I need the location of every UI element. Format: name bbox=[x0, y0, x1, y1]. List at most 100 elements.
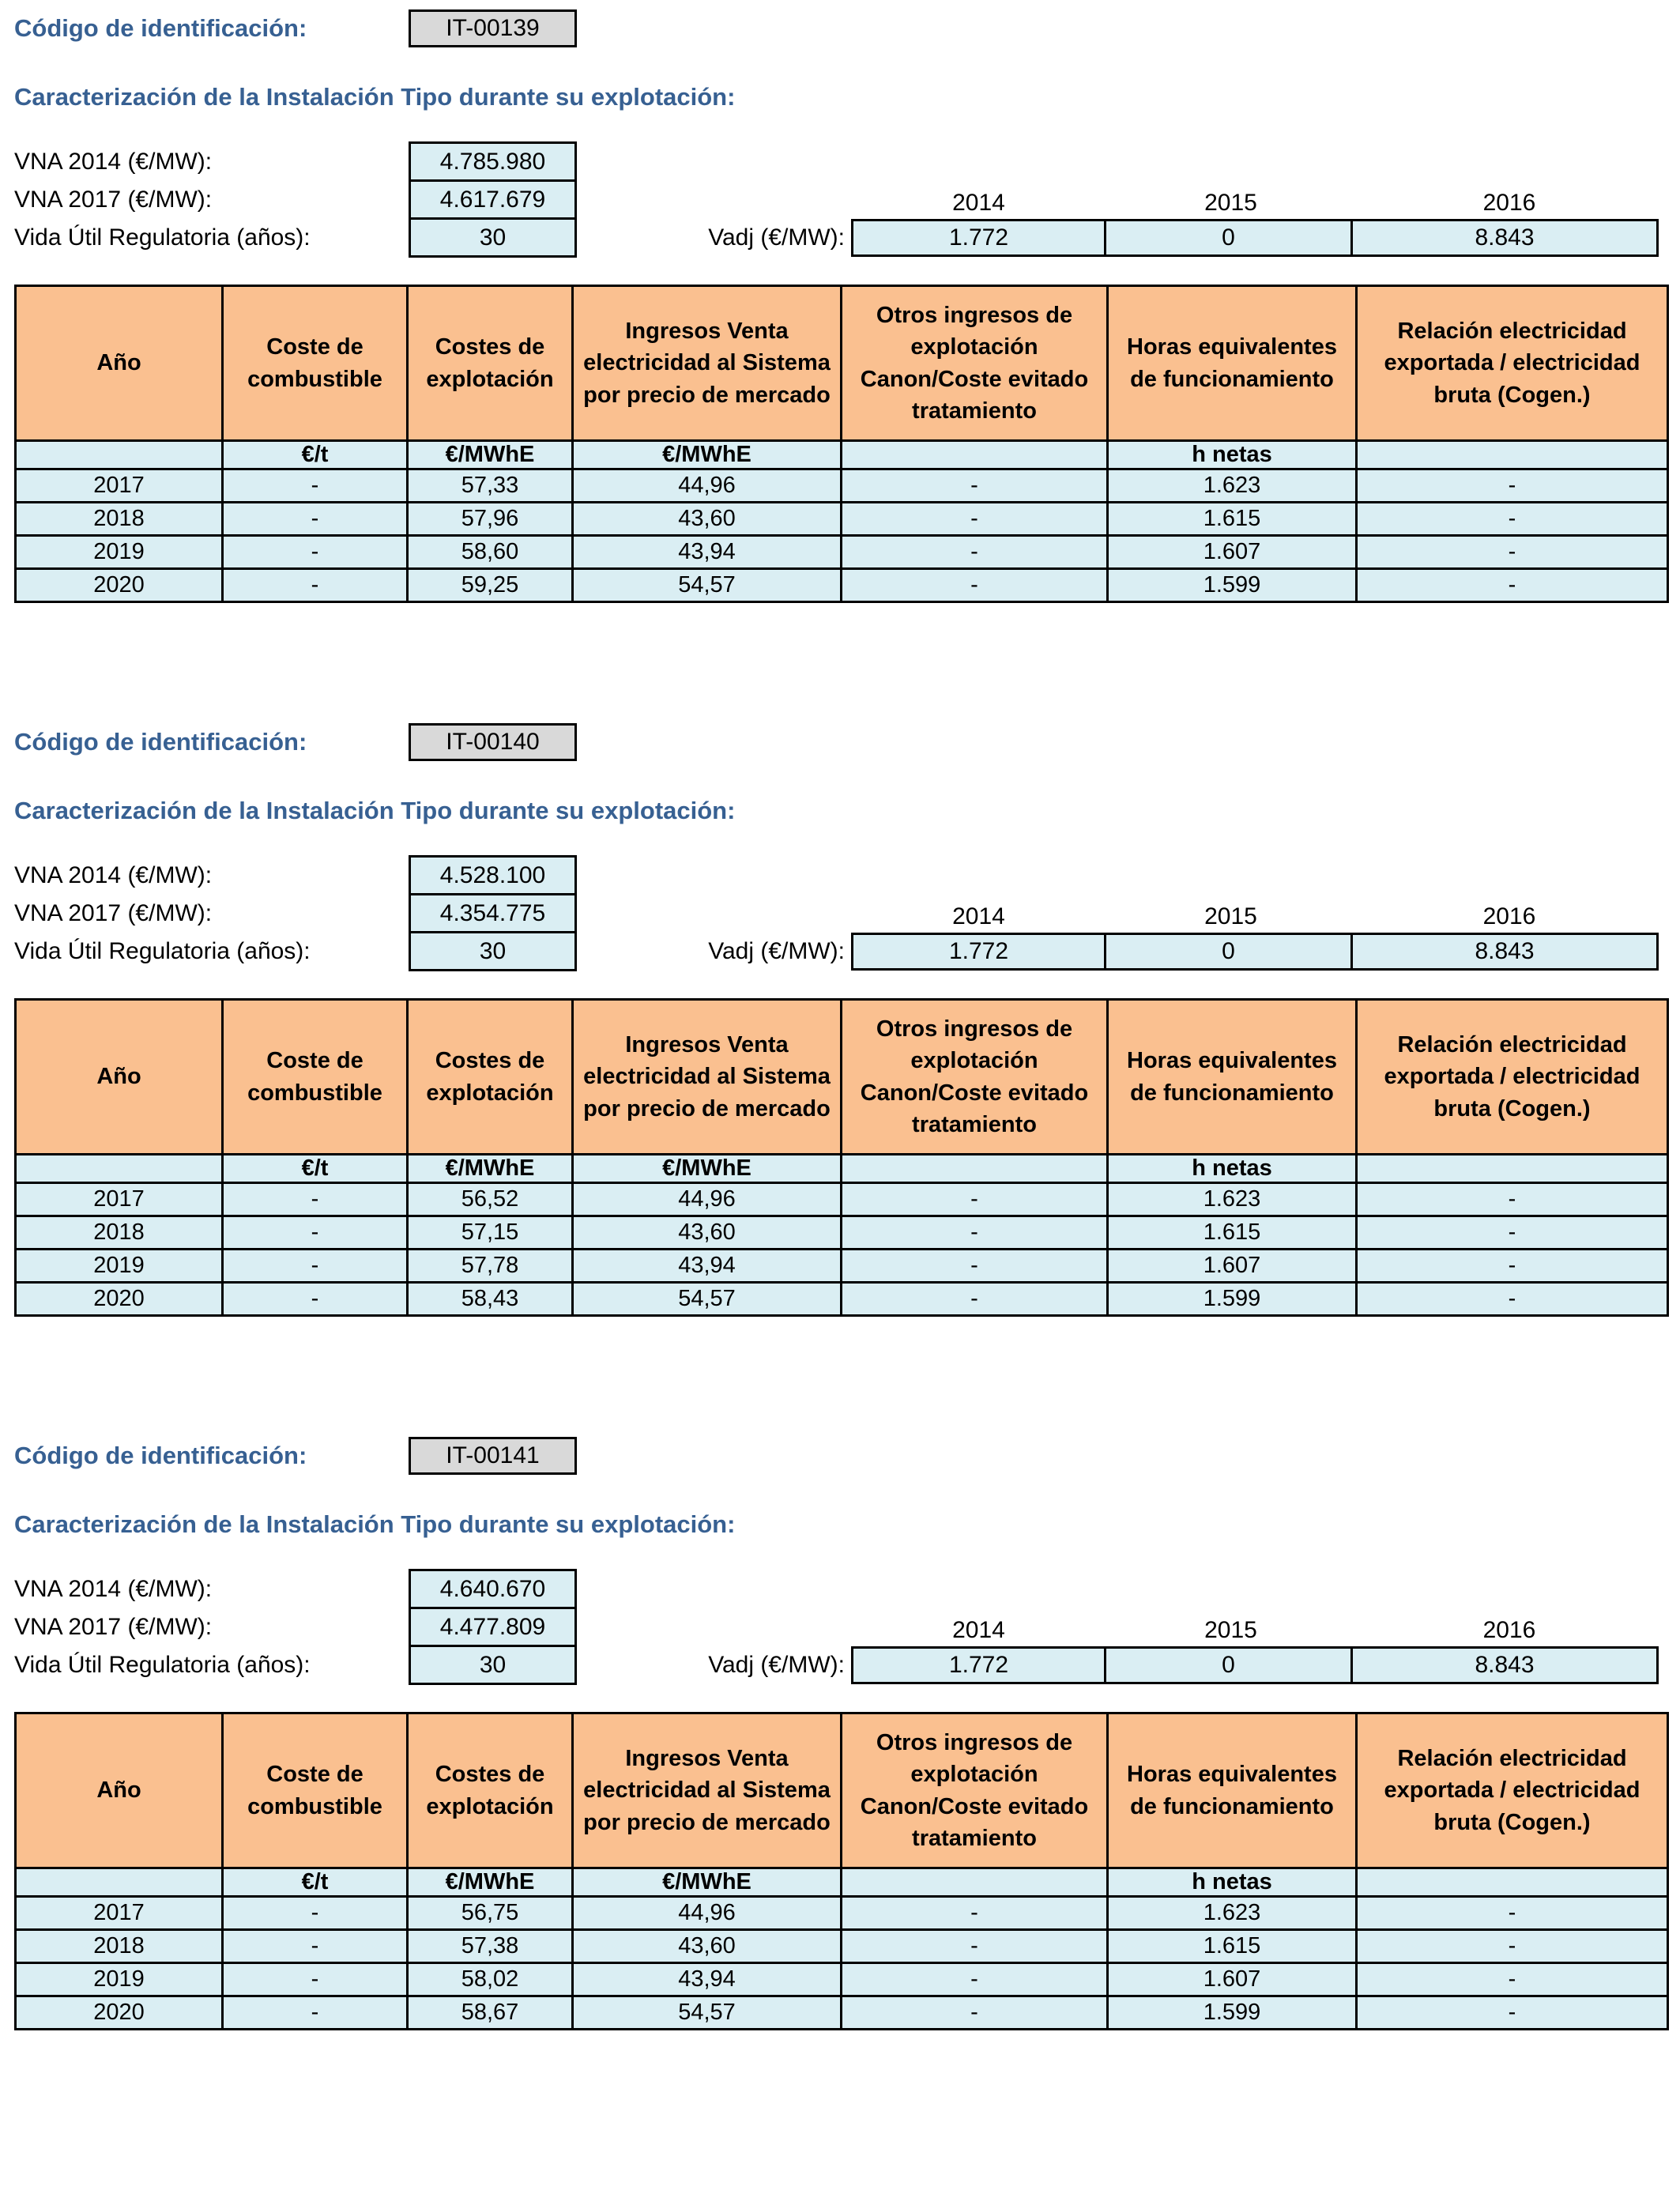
unit-cell: €/t bbox=[221, 439, 409, 470]
col-header-horas-equivalentes: Horas equivalentes de funcionamiento bbox=[1106, 998, 1358, 1155]
vna-block: VNA 2014 (€/MW): 4.528.100 VNA 2017 (€/M… bbox=[14, 855, 1667, 971]
value-cell: 58,43 bbox=[406, 1281, 574, 1317]
vadj-years-row: 2014 2015 2016 bbox=[851, 1607, 1663, 1647]
vida-util-label: Vida Útil Regulatoria (años): bbox=[14, 224, 311, 251]
vna-2017-value: 4.477.809 bbox=[409, 1607, 577, 1647]
value-cell: - bbox=[221, 1995, 409, 2030]
installation-section: Código de identificación: IT-00141 Carac… bbox=[14, 1435, 1669, 2030]
value-cell: - bbox=[840, 1281, 1109, 1317]
col-header-relacion-electricidad: Relación electricidad exportada / electr… bbox=[1355, 1712, 1669, 1869]
col-header-costes-explotacion: Costes de explotación bbox=[406, 998, 574, 1155]
vadj-year-2015: 2015 bbox=[1204, 903, 1257, 929]
table-row-2019: 2019 - 58,02 43,94 - 1.607 - bbox=[14, 1962, 1669, 1997]
vna-2014-value: 4.640.670 bbox=[409, 1569, 577, 1609]
vna-2017-label: VNA 2017 (€/MW): bbox=[14, 1613, 213, 1640]
unit-cell bbox=[1355, 439, 1669, 470]
col-header-ingresos-venta: Ingresos Venta electricidad al Sistema p… bbox=[571, 285, 842, 442]
value-cell: 1.623 bbox=[1106, 1182, 1358, 1217]
year-cell: 2017 bbox=[14, 468, 224, 503]
year-cell: 2017 bbox=[14, 1182, 224, 1217]
col-header-costes-explotacion: Costes de explotación bbox=[406, 1712, 574, 1869]
section-title: Caracterización de la Instalación Tipo d… bbox=[14, 83, 736, 111]
value-cell: 57,96 bbox=[406, 501, 574, 537]
col-header-otros-ingresos: Otros ingresos de explotación Canon/Cost… bbox=[840, 285, 1109, 442]
year-cell: 2019 bbox=[14, 1962, 224, 1997]
vadj-value-2015: 0 bbox=[1104, 932, 1353, 971]
vadj-years-row: 2014 2015 2016 bbox=[851, 893, 1663, 933]
year-cell: 2019 bbox=[14, 1248, 224, 1284]
unit-cell bbox=[840, 1867, 1109, 1898]
vida-util-label: Vida Útil Regulatoria (años): bbox=[14, 1651, 311, 1678]
value-cell: - bbox=[221, 567, 409, 603]
value-cell: 54,57 bbox=[571, 1281, 842, 1317]
vadj-year-2015: 2015 bbox=[1204, 1617, 1257, 1643]
year-cell: 2017 bbox=[14, 1895, 224, 1931]
value-cell: - bbox=[221, 1248, 409, 1284]
vadj-value-2015: 0 bbox=[1104, 218, 1353, 257]
value-cell: 44,96 bbox=[571, 1182, 842, 1217]
code-box: IT-00139 bbox=[409, 9, 577, 47]
value-cell: - bbox=[1355, 1248, 1669, 1284]
table-row-2018: 2018 - 57,96 43,60 - 1.615 - bbox=[14, 501, 1669, 537]
vadj-label: Vadj (€/MW): bbox=[708, 1651, 845, 1678]
unit-cell: €/t bbox=[221, 1867, 409, 1898]
value-cell: 58,60 bbox=[406, 534, 574, 570]
value-cell: - bbox=[840, 567, 1109, 603]
vida-util-row: Vida Útil Regulatoria (años): 30 Vadj (€… bbox=[14, 217, 1667, 258]
value-cell: 57,78 bbox=[406, 1248, 574, 1284]
value-cell: 1.607 bbox=[1106, 1248, 1358, 1284]
value-cell: 56,52 bbox=[406, 1182, 574, 1217]
header-row: Año Coste de combustible Costes de explo… bbox=[14, 998, 1669, 1155]
vadj-year-2016: 2016 bbox=[1482, 903, 1536, 929]
col-header-ano: Año bbox=[14, 1712, 224, 1869]
section-title: Caracterización de la Instalación Tipo d… bbox=[14, 797, 736, 824]
value-cell: - bbox=[840, 1182, 1109, 1217]
unit-row: €/t €/MWhE €/MWhE h netas bbox=[14, 1153, 1669, 1184]
vida-util-value: 30 bbox=[409, 931, 577, 971]
unit-cell bbox=[840, 439, 1109, 470]
vida-util-row: Vida Útil Regulatoria (años): 30 Vadj (€… bbox=[14, 931, 1667, 971]
value-cell: 43,94 bbox=[571, 1962, 842, 1997]
table-row-2019: 2019 - 58,60 43,94 - 1.607 - bbox=[14, 534, 1669, 570]
title-row: Caracterización de la Instalación Tipo d… bbox=[14, 83, 1667, 115]
col-header-horas-equivalentes: Horas equivalentes de funcionamiento bbox=[1106, 1712, 1358, 1869]
header-row: Año Coste de combustible Costes de explo… bbox=[14, 285, 1669, 442]
value-cell: - bbox=[840, 1895, 1109, 1931]
title-row: Caracterización de la Instalación Tipo d… bbox=[14, 1510, 1667, 1542]
code-row: Código de identificación: IT-00141 bbox=[14, 1435, 1667, 1476]
table-row-2017: 2017 - 57,33 44,96 - 1.623 - bbox=[14, 468, 1669, 503]
vna-2014-row: VNA 2014 (€/MW): 4.640.670 bbox=[14, 1569, 1667, 1609]
value-cell: 1.607 bbox=[1106, 534, 1358, 570]
col-header-coste-combustible: Coste de combustible bbox=[221, 1712, 409, 1869]
value-cell: - bbox=[221, 1281, 409, 1317]
value-cell: - bbox=[840, 1215, 1109, 1250]
value-cell: - bbox=[840, 468, 1109, 503]
unit-cell: h netas bbox=[1106, 1867, 1358, 1898]
col-header-coste-combustible: Coste de combustible bbox=[221, 998, 409, 1155]
year-cell: 2018 bbox=[14, 1928, 224, 1964]
vna-2014-label: VNA 2014 (€/MW): bbox=[14, 1575, 213, 1602]
operation-table: Año Coste de combustible Costes de explo… bbox=[14, 998, 1669, 1317]
col-header-otros-ingresos: Otros ingresos de explotación Canon/Cost… bbox=[840, 1712, 1109, 1869]
value-cell: 57,33 bbox=[406, 468, 574, 503]
vadj-year-2016: 2016 bbox=[1482, 190, 1536, 216]
value-cell: - bbox=[1355, 1895, 1669, 1931]
vadj-value-2016: 8.843 bbox=[1350, 218, 1659, 257]
value-cell: 43,60 bbox=[571, 1928, 842, 1964]
vida-util-value: 30 bbox=[409, 1645, 577, 1685]
value-cell: 58,02 bbox=[406, 1962, 574, 1997]
unit-cell: €/MWhE bbox=[571, 439, 842, 470]
table-row-2020: 2020 - 58,67 54,57 - 1.599 - bbox=[14, 1995, 1669, 2030]
vadj-values-row: 1.772 0 8.843 bbox=[851, 1646, 1659, 1684]
value-cell: - bbox=[1355, 534, 1669, 570]
code-label: Código de identificación: bbox=[14, 1442, 307, 1469]
value-cell: - bbox=[221, 468, 409, 503]
col-header-costes-explotacion: Costes de explotación bbox=[406, 285, 574, 442]
value-cell: - bbox=[840, 1928, 1109, 1964]
installation-section: Código de identificación: IT-00139 Carac… bbox=[14, 8, 1669, 603]
vna-2017-row: VNA 2017 (€/MW): 4.477.809 2014 2015 201… bbox=[14, 1607, 1667, 1647]
code-row: Código de identificación: IT-00140 bbox=[14, 722, 1667, 763]
value-cell: - bbox=[840, 1962, 1109, 1997]
header-row: Año Coste de combustible Costes de explo… bbox=[14, 1712, 1669, 1869]
operation-table: Año Coste de combustible Costes de explo… bbox=[14, 285, 1669, 603]
